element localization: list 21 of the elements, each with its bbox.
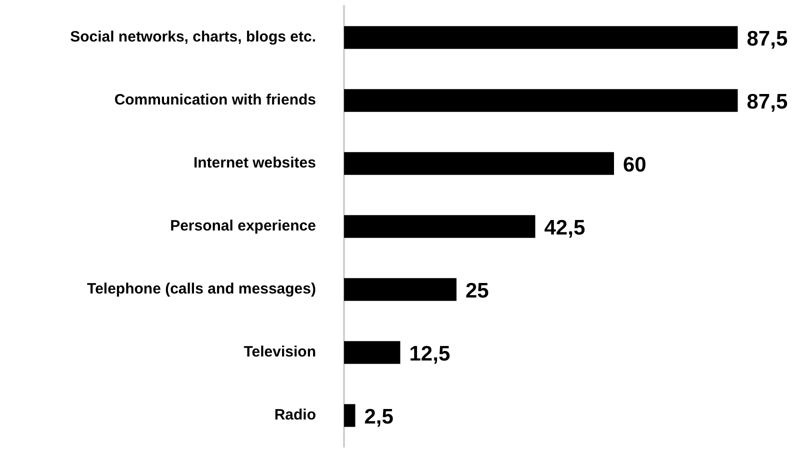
data-label: 2,5 [364,405,394,428]
bar [344,89,738,112]
bar [344,404,356,427]
data-label: 87,5 [746,27,788,50]
bar [344,341,400,364]
y-tick-label: Communication with friends [114,92,316,109]
data-label: 25 [466,279,490,302]
bar [344,152,614,175]
y-tick-label: Social networks, charts, blogs etc. [70,28,316,46]
bar [344,278,456,301]
y-tick-label: Internet websites [193,154,316,172]
y-tick-label: Radio [274,406,316,424]
y-tick-label: Television [244,344,316,361]
data-label: 12,5 [409,342,450,366]
y-tick-label: Telephone (calls and messages) [87,280,316,298]
data-label: 87,5 [746,90,788,114]
data-label: 42,5 [544,216,586,240]
bar [344,26,738,49]
data-label: 60 [623,153,646,176]
bar [344,215,536,238]
y-tick-label: Personal experience [170,218,316,235]
